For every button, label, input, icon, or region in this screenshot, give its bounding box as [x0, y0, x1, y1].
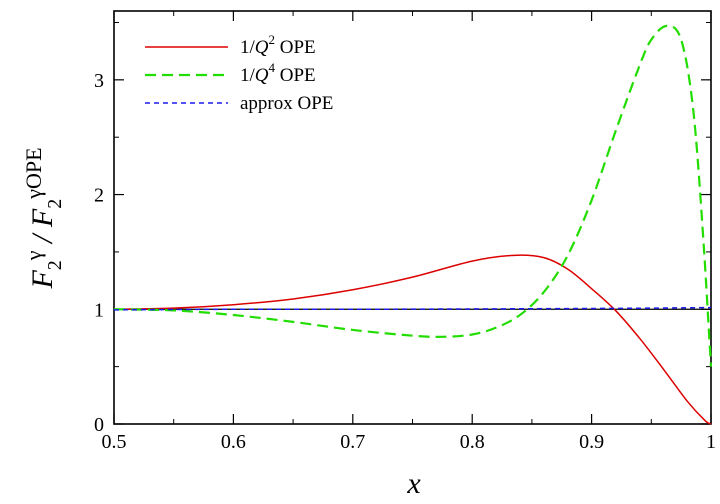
y-title-f1: F: [26, 270, 59, 290]
series-line-1: [113, 254, 712, 425]
x-tick-label: 0.5: [102, 431, 127, 453]
x-tick-label: 0.6: [221, 431, 246, 453]
y-title-f2: F: [26, 208, 59, 228]
x-axis-title: x: [406, 467, 421, 500]
y-title-slash: /: [26, 227, 59, 250]
y-title-p1: γ: [21, 250, 46, 261]
y-title-s2: 2: [44, 199, 66, 209]
y-tick-label: 2: [94, 185, 104, 207]
y-tick-label: 3: [94, 70, 104, 92]
x-tick-label: 0.8: [460, 431, 485, 453]
legend-label-1: 1/Q2 OPE: [240, 32, 316, 58]
x-tick-label: 0.9: [579, 431, 604, 453]
x-tick-label: 0.7: [340, 431, 365, 453]
x-tick-label: 1: [706, 431, 716, 453]
series-line-2: [113, 24, 713, 367]
series-line-3: [113, 306, 712, 311]
y-tick-label: 1: [94, 299, 104, 321]
y-title-p2: γOPE: [21, 147, 46, 199]
y-title-s1: 2: [44, 260, 66, 270]
y-axis-title: F2γ / F2γOPE: [21, 147, 66, 289]
y-tick-label: 0: [94, 414, 104, 436]
plot-area: [113, 24, 713, 425]
legend-label-3: approx OPE: [240, 93, 333, 114]
axes: 0.5 0.6 0.7 0.8 0.9 1 0 1 2 3: [94, 10, 716, 453]
legend-label-2: 1/Q4 OPE: [240, 60, 316, 86]
plot-frame: [113, 10, 712, 425]
